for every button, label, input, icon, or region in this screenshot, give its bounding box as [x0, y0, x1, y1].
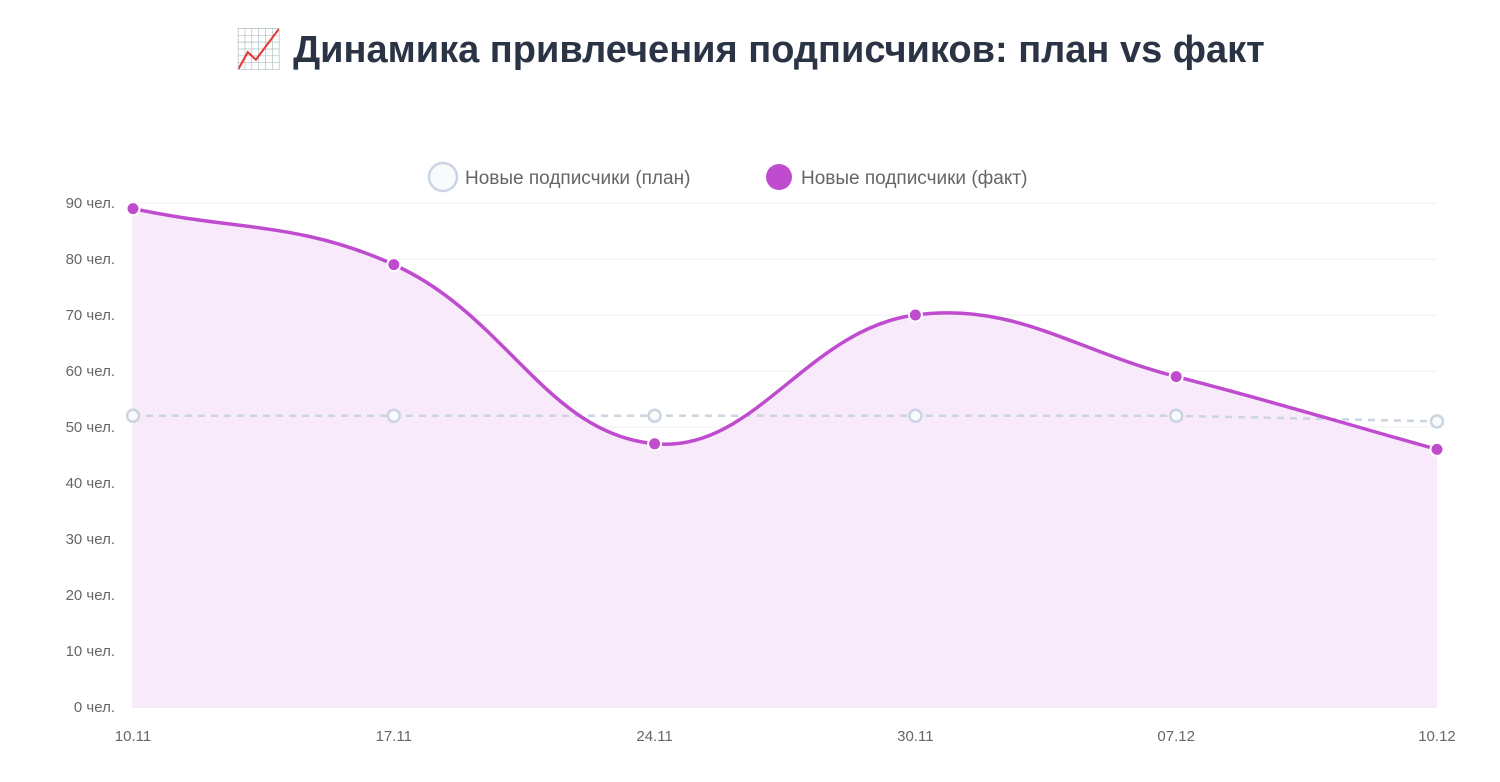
- x-tick-label: 17.11: [376, 728, 412, 745]
- legend-marker: [766, 164, 792, 190]
- y-tick-label: 0 чел.: [74, 699, 115, 716]
- y-tick-label: 70 чел.: [66, 307, 115, 324]
- data-point: [1168, 408, 1184, 424]
- series-line-0: [133, 414, 1438, 423]
- y-tick-label: 50 чел.: [66, 419, 115, 436]
- x-tick-label: 24.11: [636, 728, 672, 745]
- data-point: [647, 436, 663, 452]
- legend-marker: [427, 161, 459, 193]
- series-line-1: [132, 206, 1438, 452]
- y-tick-label: 40 чел.: [66, 475, 115, 492]
- y-tick-label: 30 чел.: [66, 531, 115, 548]
- legend-label: Новые подписчики (факт): [801, 168, 1027, 189]
- data-point: [1429, 441, 1445, 457]
- y-tick-label: 90 чел.: [66, 195, 115, 212]
- data-point: [1429, 414, 1445, 429]
- data-point: [1168, 369, 1184, 385]
- y-tick-label: 80 чел.: [66, 251, 115, 268]
- x-tick-label: 30.11: [897, 728, 933, 745]
- y-tick-label: 10 чел.: [66, 643, 115, 660]
- chart-title: 📈 Динамика привлечения подписчиков: план…: [235, 29, 1265, 71]
- data-point: [908, 408, 923, 424]
- legend-label: Новые подписчики (план): [465, 168, 690, 189]
- data-point: [125, 408, 141, 424]
- y-tick-label: 60 чел.: [66, 363, 115, 380]
- y-tick-label: 20 чел.: [66, 587, 115, 604]
- data-point: [125, 201, 141, 217]
- x-tick-label: 10.11: [115, 728, 151, 745]
- data-point: [386, 408, 402, 424]
- x-tick-label: 10.12: [1418, 728, 1456, 745]
- data-point: [386, 257, 402, 273]
- x-tick-label: 07.12: [1157, 728, 1195, 745]
- data-point: [907, 307, 923, 323]
- series-area-fill: [133, 208, 1437, 707]
- data-point: [647, 408, 662, 424]
